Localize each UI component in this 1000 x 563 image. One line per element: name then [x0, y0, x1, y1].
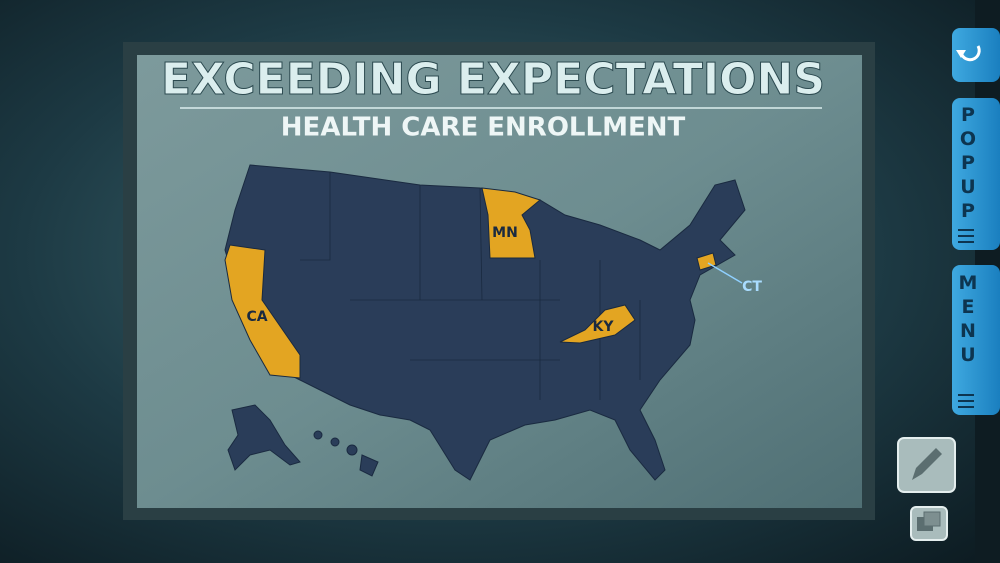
state-label: CA	[246, 309, 267, 325]
state-ky	[559, 304, 636, 344]
subtitle: HEALTH CARE ENROLLMENT	[281, 113, 686, 143]
tab-grips	[958, 229, 974, 408]
title: EXCEEDING EXPECTATIONS	[161, 54, 825, 105]
hawaii-island	[346, 444, 358, 456]
pen-icon	[912, 448, 942, 480]
popup-label: POPUP	[957, 104, 979, 224]
state-ca	[224, 244, 301, 379]
state-label: CT	[742, 279, 762, 295]
hawaii-island	[359, 454, 379, 477]
state-label: MN	[492, 225, 518, 241]
state-mn	[481, 187, 542, 259]
ct-callout	[707, 262, 743, 284]
us-map	[224, 164, 746, 481]
state-label: KY	[593, 319, 615, 335]
popup-tab[interactable]	[952, 98, 1000, 250]
layers-icon	[923, 511, 941, 527]
hawaii-island	[330, 437, 340, 447]
hawaii-island	[313, 430, 323, 440]
state-labels: CA MN KY CT	[246, 225, 762, 335]
alaska	[227, 404, 301, 471]
back-button[interactable]	[952, 28, 1000, 82]
back-icon	[960, 45, 981, 62]
highlighted-states	[224, 187, 717, 379]
menu-tab[interactable]	[952, 265, 1000, 415]
contiguous-us	[224, 164, 746, 481]
back-icon-arrow	[956, 50, 966, 58]
menu-label: MENU	[957, 272, 979, 368]
